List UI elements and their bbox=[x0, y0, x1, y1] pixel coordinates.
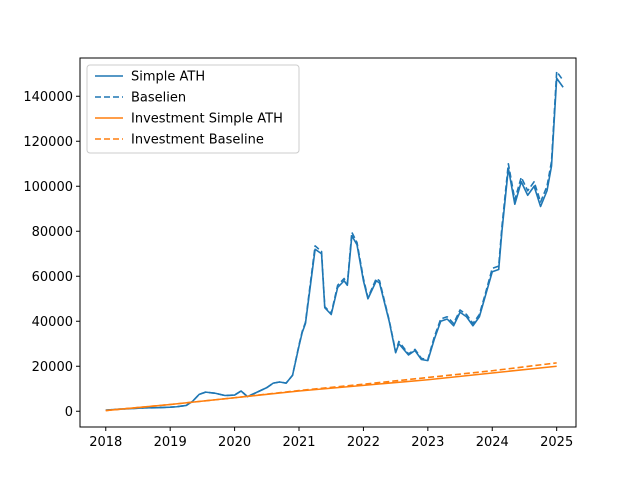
legend-box bbox=[86, 64, 300, 154]
series-line-simple-ath bbox=[105, 77, 564, 411]
x-tick-label: 2022 bbox=[347, 435, 380, 450]
legend: Simple ATH Baselien Investment Simple ATH I… bbox=[86, 64, 300, 154]
x-tick-label: 2021 bbox=[282, 435, 315, 450]
x-tick-label: 2025 bbox=[540, 435, 573, 450]
y-axis: 0 20000 40000 60000 80000 100000 120000 140000 bbox=[23, 90, 80, 420]
x-axis: 2018 2019 2020 2021 2022 2023 2024 2025 bbox=[89, 427, 573, 450]
y-tick-label: 20000 bbox=[32, 360, 73, 375]
plot-frame bbox=[79, 57, 577, 428]
legend-label: Baselien bbox=[131, 91, 186, 106]
x-tick-label: 2023 bbox=[411, 435, 444, 450]
y-tick-label: 0 bbox=[65, 405, 73, 420]
x-tick-label: 2018 bbox=[89, 435, 122, 450]
y-tick-label: 40000 bbox=[32, 315, 73, 330]
y-tick-label: 140000 bbox=[23, 90, 73, 105]
y-tick-label: 60000 bbox=[32, 270, 73, 285]
series-line-investment-baseline bbox=[105, 362, 557, 412]
legend-label: Investment Simple ATH bbox=[131, 112, 283, 127]
x-tick-label: 2024 bbox=[476, 435, 509, 450]
x-tick-label: 2019 bbox=[154, 435, 187, 450]
series-layer bbox=[105, 70, 564, 412]
series-line-baselien bbox=[105, 70, 564, 411]
y-tick-label: 80000 bbox=[32, 225, 73, 240]
x-tick-label: 2020 bbox=[218, 435, 251, 450]
y-tick-label: 100000 bbox=[23, 180, 73, 195]
legend-label: Investment Baseline bbox=[131, 133, 264, 148]
y-tick-label: 120000 bbox=[23, 135, 73, 150]
legend-label: Simple ATH bbox=[131, 70, 205, 85]
